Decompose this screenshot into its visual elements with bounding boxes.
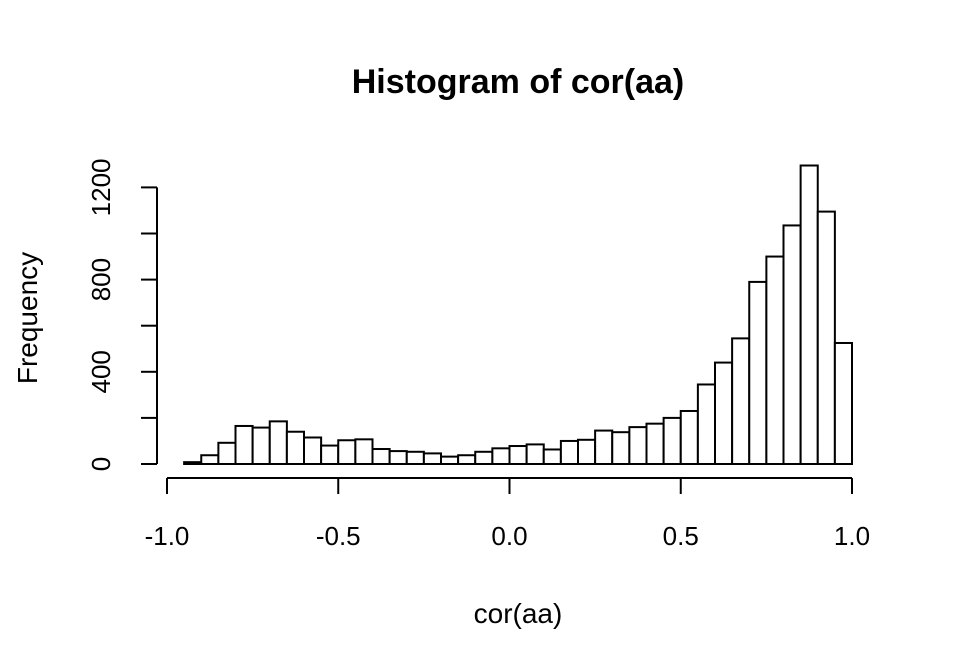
y-tick-label: 0 [86, 457, 116, 471]
histogram-bar [268, 420, 288, 466]
histogram-bar [388, 450, 408, 466]
histogram-bar [696, 383, 716, 466]
histogram-bar [234, 424, 254, 465]
histogram-bar [525, 443, 545, 466]
histogram-bar [799, 164, 819, 465]
histogram-bar [183, 461, 203, 466]
histogram-bar [731, 337, 751, 465]
histogram-bar [320, 444, 340, 465]
histogram-bar [457, 454, 477, 465]
histogram-bar [577, 438, 597, 465]
histogram-bar [782, 224, 802, 465]
bars-group [183, 164, 853, 466]
y-axis: 0 400 800 1200 [86, 158, 158, 471]
x-tick-label: 0.5 [663, 521, 699, 551]
histogram-bar [816, 210, 836, 465]
histogram-bar [354, 438, 374, 465]
histogram-bar [337, 439, 357, 466]
histogram-bar [440, 455, 460, 465]
x-tick-label: 1.0 [834, 521, 870, 551]
histogram-bar [833, 341, 853, 465]
histogram-bar [559, 439, 579, 466]
histogram-bar [508, 445, 528, 465]
histogram-bar [251, 426, 271, 465]
chart-title: Histogram of cor(aa) [352, 63, 685, 101]
y-tick-label: 400 [86, 350, 116, 393]
histogram-bar [748, 280, 768, 465]
histogram-bar [594, 429, 614, 466]
histogram-bar [303, 436, 323, 465]
histogram-bar [765, 255, 785, 465]
histogram-bar [628, 426, 648, 465]
histogram-bar [474, 450, 494, 466]
y-axis-label: Frequency [12, 252, 43, 384]
x-tick-label: -0.5 [316, 521, 361, 551]
histogram-bar [371, 448, 391, 465]
y-tick-label: 1200 [86, 158, 116, 216]
histogram-bar [611, 431, 631, 466]
histogram-bar [405, 450, 425, 466]
histogram-bar [662, 416, 682, 465]
histogram-bar [679, 409, 699, 465]
histogram-bar [422, 452, 442, 466]
histogram-bar [200, 454, 220, 465]
x-tick-label: 0.0 [491, 521, 527, 551]
x-tick-label: -1.0 [145, 521, 190, 551]
histogram-bar [645, 422, 665, 466]
histogram-bar [491, 447, 511, 465]
y-tick-label: 800 [86, 258, 116, 301]
x-axis-label: cor(aa) [474, 598, 563, 629]
histogram-bar [217, 441, 237, 466]
histogram-bar [542, 448, 562, 465]
x-axis: -1.0 -0.5 0.0 0.5 1.0 [145, 477, 870, 551]
histogram-bar [285, 430, 305, 466]
histogram-bar [714, 361, 734, 465]
